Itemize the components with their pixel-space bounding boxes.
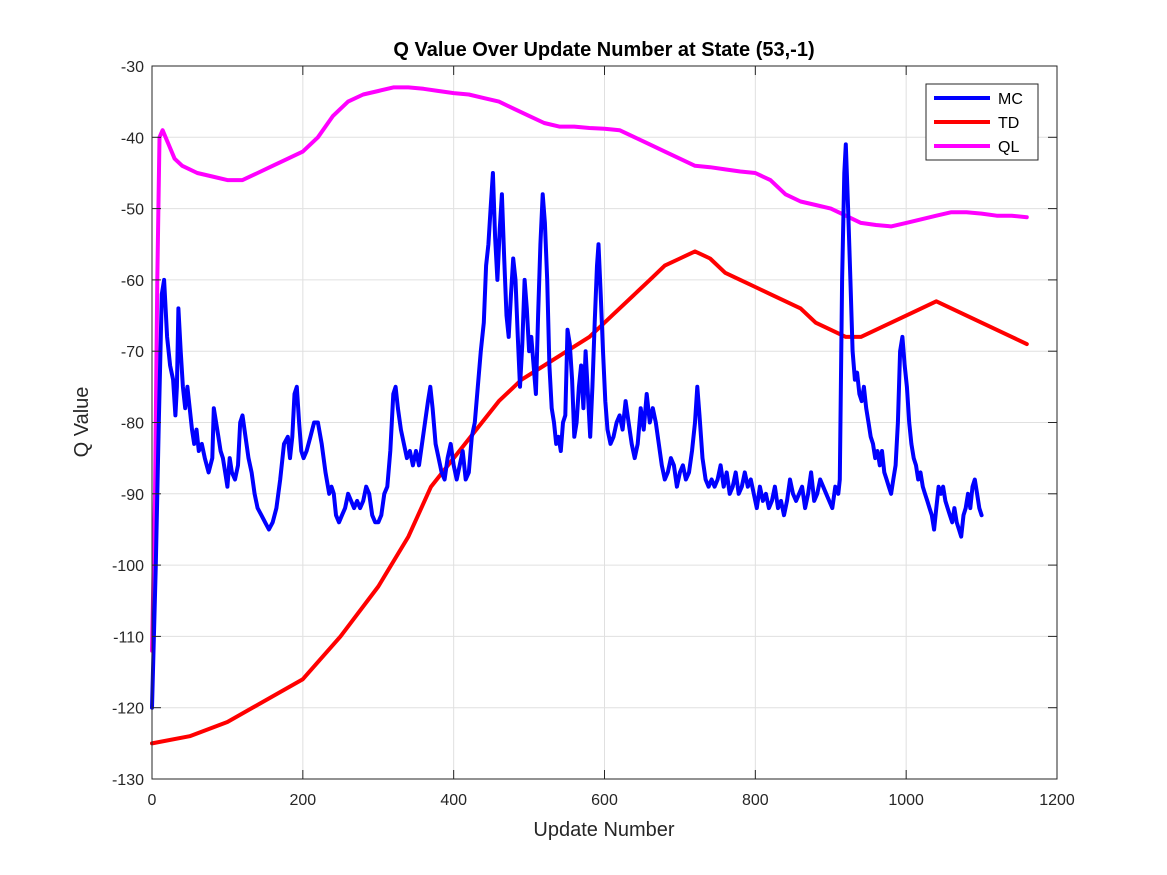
x-tick-label: 600 [591, 792, 618, 809]
y-tick-label: -110 [113, 629, 144, 646]
y-tick-label: -70 [121, 344, 144, 361]
x-tick-label: 400 [440, 792, 467, 809]
series-line-td [150, 249, 1029, 746]
x-tick-label: 1000 [888, 792, 924, 809]
y-tick-label: -80 [121, 416, 144, 433]
series-layer [150, 85, 1029, 746]
x-tick-label: 1200 [1039, 792, 1075, 809]
y-tick-label: -130 [112, 772, 144, 789]
y-tick-label: -60 [121, 273, 144, 290]
series-line-mc [150, 142, 984, 710]
x-axis-title: Update Number [533, 819, 675, 841]
y-tick-label: -90 [121, 487, 144, 504]
y-tick-label: -120 [112, 701, 144, 718]
y-tick-label: -30 [121, 59, 144, 76]
y-tick-label: -100 [112, 558, 144, 575]
legend-label-ql: QL [998, 139, 1019, 156]
legend-label-td: TD [998, 115, 1019, 132]
y-tick-label: -40 [121, 130, 144, 147]
legend-label-mc: MC [998, 91, 1023, 108]
series-line-ql [150, 85, 1029, 653]
x-tick-label: 0 [148, 792, 157, 809]
y-axis-title: Q Value [71, 387, 93, 458]
y-tick-label: -50 [121, 202, 144, 219]
ticks [151, 65, 1058, 780]
x-tick-label: 800 [742, 792, 769, 809]
x-tick-label: 200 [289, 792, 316, 809]
legend: MC TD QL [925, 83, 1039, 161]
tick-labels: 0 200 400 600 800 1000 1200 -130 -120 -110 -100 -90… [112, 59, 1075, 809]
chart-title: Q Value Over Update Number at State (53,… [393, 39, 814, 61]
